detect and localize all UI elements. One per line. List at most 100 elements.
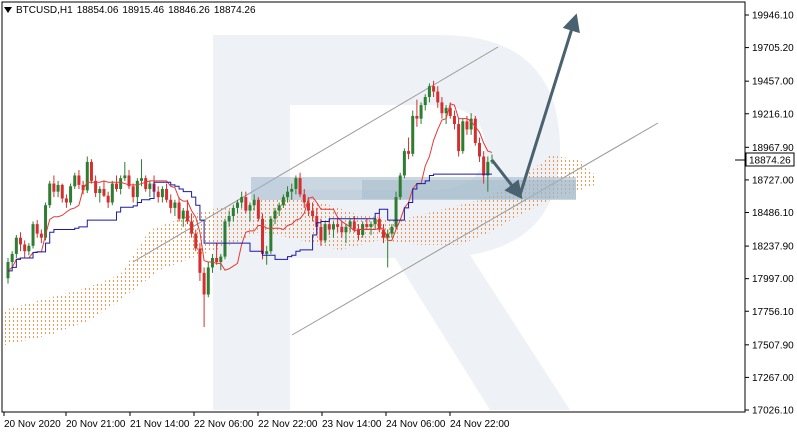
candle-body bbox=[6, 262, 10, 279]
candle-body bbox=[448, 107, 452, 116]
candle-body bbox=[206, 267, 210, 295]
candle-body bbox=[10, 253, 14, 263]
candle-body bbox=[269, 218, 273, 252]
candle-body bbox=[311, 210, 315, 217]
candle-body bbox=[102, 188, 106, 196]
candle-body bbox=[473, 118, 477, 143]
candle-body bbox=[402, 151, 406, 176]
candle-body bbox=[240, 197, 244, 203]
y-tick-label: 17026.10 bbox=[752, 406, 794, 417]
candle-body bbox=[60, 184, 64, 199]
candle-body bbox=[294, 178, 298, 189]
candle-body bbox=[223, 221, 227, 257]
candle-body bbox=[356, 229, 360, 235]
candle-body bbox=[177, 202, 181, 219]
candle-body bbox=[486, 161, 490, 176]
candle-body bbox=[286, 191, 290, 198]
candle-body bbox=[169, 199, 173, 208]
candle-body bbox=[89, 161, 93, 181]
y-tick-label: 19946.10 bbox=[752, 11, 794, 22]
candle-body bbox=[477, 142, 481, 157]
current-price-box bbox=[745, 152, 795, 167]
candle-body bbox=[411, 115, 415, 154]
x-tick-label: 20 Nov 2020 bbox=[4, 419, 61, 430]
candle-body bbox=[315, 216, 319, 227]
candle-body bbox=[415, 115, 419, 119]
support-zone-inner bbox=[362, 180, 576, 199]
candle-body bbox=[77, 175, 81, 185]
candle-body bbox=[444, 107, 448, 114]
y-tick-label: 18486.10 bbox=[752, 208, 794, 219]
candle-body bbox=[73, 175, 77, 187]
candle-body bbox=[144, 178, 148, 189]
candle-body bbox=[110, 183, 114, 203]
candle-body bbox=[436, 91, 440, 103]
current-price-label: 18874.26 bbox=[749, 155, 791, 166]
dropdown-triangle-icon[interactable] bbox=[4, 7, 12, 13]
y-tick-label: 18727.00 bbox=[752, 175, 794, 186]
candle-body bbox=[465, 121, 469, 130]
candle-body bbox=[227, 216, 231, 222]
candle-body bbox=[390, 226, 394, 234]
candle-body bbox=[244, 197, 248, 211]
kijun-line bbox=[8, 173, 492, 272]
candle-body bbox=[52, 183, 56, 192]
x-tick-label: 24 Nov 22:00 bbox=[450, 419, 510, 430]
candle-body bbox=[48, 183, 52, 206]
candle-body bbox=[14, 237, 18, 254]
candle-body bbox=[348, 221, 352, 227]
candle-body bbox=[44, 205, 48, 238]
candle-body bbox=[306, 202, 310, 211]
x-tick-label: 21 Nov 14:00 bbox=[130, 419, 190, 430]
x-tick-label: 23 Nov 14:00 bbox=[322, 419, 382, 430]
candle-body bbox=[181, 210, 185, 219]
candle-body bbox=[298, 178, 302, 195]
candle-body bbox=[469, 118, 473, 130]
candle-body bbox=[27, 245, 31, 252]
candle-body bbox=[457, 124, 461, 152]
candle-body bbox=[281, 197, 285, 206]
candle-body bbox=[123, 175, 127, 179]
candle-body bbox=[69, 186, 73, 203]
y-tick-label: 19457.00 bbox=[752, 77, 794, 88]
candle-body bbox=[331, 224, 335, 230]
candle-body bbox=[386, 233, 390, 238]
candle-body bbox=[173, 202, 177, 208]
candle-body bbox=[231, 207, 235, 217]
candle-body bbox=[261, 218, 265, 254]
y-tick-label: 17997.00 bbox=[752, 274, 794, 285]
candle-body bbox=[127, 175, 131, 187]
candle-body bbox=[98, 188, 102, 194]
forecast-arrow-down bbox=[490, 159, 523, 200]
y-tick-label: 19216.10 bbox=[752, 109, 794, 120]
plot-frame bbox=[1, 1, 746, 413]
candle-body bbox=[398, 175, 402, 198]
candle-body bbox=[140, 178, 144, 181]
x-tick-label: 22 Nov 06:00 bbox=[194, 419, 254, 430]
candle-body bbox=[482, 156, 486, 176]
y-tick-label: 17267.00 bbox=[752, 373, 794, 384]
candle-body bbox=[160, 188, 164, 198]
candle-body bbox=[185, 210, 189, 222]
candle-body bbox=[23, 244, 27, 252]
candle-body bbox=[432, 86, 436, 92]
candle-body bbox=[235, 202, 239, 208]
candle-body bbox=[31, 224, 35, 246]
tenkan-line bbox=[7, 103, 493, 272]
candle-body bbox=[81, 184, 85, 191]
candle-body bbox=[85, 161, 89, 191]
candle-body bbox=[156, 191, 160, 198]
high-value: 18915.46 bbox=[122, 5, 165, 16]
candle-body bbox=[94, 180, 98, 194]
candle-body bbox=[35, 224, 39, 234]
candle-body bbox=[440, 102, 444, 114]
channel-lower-line bbox=[291, 122, 659, 336]
candle-body bbox=[215, 257, 219, 263]
candle-body bbox=[394, 197, 398, 227]
symbol-label: BTCUSD,H1 bbox=[16, 5, 73, 16]
candle-body bbox=[119, 178, 123, 189]
candle-body bbox=[327, 224, 331, 230]
candle-body bbox=[340, 226, 344, 233]
candle-body bbox=[290, 188, 294, 192]
